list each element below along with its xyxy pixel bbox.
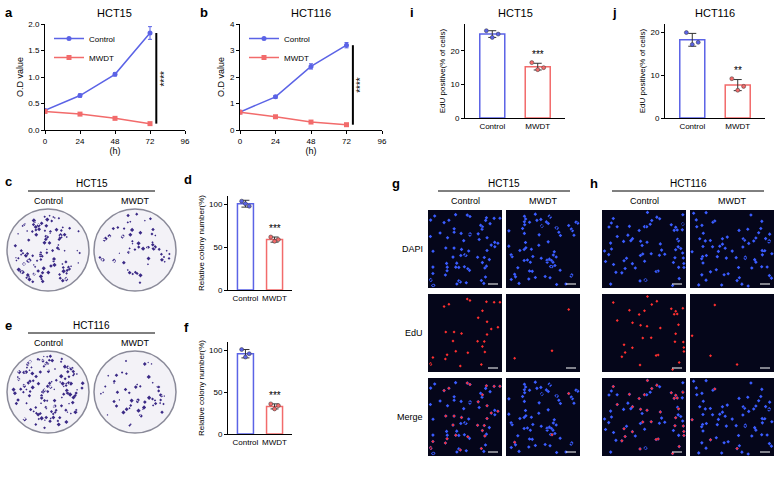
svg-text:HCT116: HCT116 <box>670 178 707 189</box>
svg-text:HCT116: HCT116 <box>291 7 331 19</box>
svg-text:***: *** <box>532 49 544 60</box>
svg-text:****: **** <box>159 71 170 87</box>
svg-text:h: h <box>590 176 598 191</box>
svg-text:48: 48 <box>111 137 120 146</box>
svg-text:72: 72 <box>342 137 351 146</box>
svg-text:j: j <box>612 5 617 20</box>
svg-text:e: e <box>5 318 12 333</box>
svg-text:2: 2 <box>230 73 235 82</box>
svg-text:96: 96 <box>181 137 190 146</box>
svg-text:10: 10 <box>450 80 459 89</box>
svg-text:HCT116: HCT116 <box>695 7 735 19</box>
svg-text:1: 1 <box>230 99 235 108</box>
svg-text:**: ** <box>734 65 742 76</box>
svg-text:DAPI: DAPI <box>402 244 423 254</box>
svg-text:Control: Control <box>479 122 505 131</box>
svg-text:MWDT: MWDT <box>121 338 149 348</box>
svg-text:i: i <box>410 5 414 20</box>
svg-text:Merge: Merge <box>397 412 423 422</box>
svg-text:Relative colony number(%): Relative colony number(%) <box>197 340 206 436</box>
svg-text:24: 24 <box>271 137 280 146</box>
svg-text:(h): (h) <box>306 146 317 156</box>
svg-text:48: 48 <box>307 137 316 146</box>
svg-text:Control: Control <box>284 35 310 44</box>
svg-text:Control: Control <box>233 294 259 303</box>
svg-text:0: 0 <box>238 137 243 146</box>
svg-text:HCT15: HCT15 <box>97 7 132 19</box>
svg-text:2.0: 2.0 <box>28 20 40 29</box>
svg-text:96: 96 <box>378 137 387 146</box>
svg-text:MWDT: MWDT <box>718 196 746 206</box>
svg-text:Control: Control <box>34 196 63 206</box>
svg-text:Control: Control <box>630 196 659 206</box>
svg-text:c: c <box>5 174 12 189</box>
svg-text:Control: Control <box>679 122 705 131</box>
svg-text:a: a <box>5 5 13 20</box>
svg-text:MWDT: MWDT <box>121 196 149 206</box>
svg-text:MWDT: MWDT <box>262 438 287 447</box>
svg-text:0: 0 <box>218 286 223 295</box>
svg-text:3: 3 <box>230 46 235 55</box>
svg-text:0: 0 <box>218 430 223 439</box>
svg-text:0: 0 <box>655 114 660 123</box>
svg-text:100: 100 <box>209 346 223 355</box>
svg-text:4: 4 <box>230 20 235 29</box>
svg-text:O.D value: O.D value <box>15 57 25 97</box>
svg-text:MWDT: MWDT <box>525 122 550 131</box>
svg-text:EdU: EdU <box>405 328 423 338</box>
svg-text:f: f <box>184 320 189 335</box>
svg-text:1.5: 1.5 <box>28 46 40 55</box>
svg-text:HCT15: HCT15 <box>76 178 108 189</box>
svg-text:10: 10 <box>650 71 659 80</box>
svg-text:100: 100 <box>209 200 223 209</box>
svg-text:***: *** <box>269 223 281 234</box>
svg-text:MWDT: MWDT <box>262 294 287 303</box>
svg-text:20: 20 <box>450 47 459 56</box>
svg-text:(h): (h) <box>110 146 121 156</box>
svg-text:HCT15: HCT15 <box>488 178 520 189</box>
svg-text:Control: Control <box>233 438 259 447</box>
svg-text:MWDT: MWDT <box>725 122 750 131</box>
svg-text:24: 24 <box>76 137 85 146</box>
svg-text:1.0: 1.0 <box>28 73 40 82</box>
svg-text:Control: Control <box>89 35 115 44</box>
svg-text:****: **** <box>355 77 366 93</box>
svg-text:MWDT: MWDT <box>529 196 557 206</box>
svg-text:Relative colony number(%): Relative colony number(%) <box>197 195 206 291</box>
svg-text:72: 72 <box>146 137 155 146</box>
svg-text:Control: Control <box>34 338 63 348</box>
svg-text:0: 0 <box>230 126 235 135</box>
svg-text:***: *** <box>269 390 281 401</box>
svg-text:MWDT: MWDT <box>89 54 114 63</box>
svg-text:Control: Control <box>451 196 480 206</box>
svg-text:EdU positive(% of cells): EdU positive(% of cells) <box>438 28 447 113</box>
svg-text:0.5: 0.5 <box>28 99 40 108</box>
svg-text:0: 0 <box>43 137 48 146</box>
svg-text:b: b <box>200 5 208 20</box>
svg-text:HCT116: HCT116 <box>73 320 110 331</box>
svg-text:20: 20 <box>650 28 659 37</box>
svg-text:0: 0 <box>455 114 460 123</box>
svg-text:0.0: 0.0 <box>28 126 40 135</box>
svg-text:HCT15: HCT15 <box>498 7 533 19</box>
svg-text:d: d <box>184 172 192 187</box>
svg-text:O.D value: O.D value <box>216 57 226 97</box>
svg-text:EdU positive(% of cells): EdU positive(% of cells) <box>638 28 647 113</box>
svg-text:MWDT: MWDT <box>284 54 309 63</box>
svg-text:g: g <box>392 176 400 191</box>
svg-text:50: 50 <box>213 388 222 397</box>
svg-text:50: 50 <box>213 243 222 252</box>
